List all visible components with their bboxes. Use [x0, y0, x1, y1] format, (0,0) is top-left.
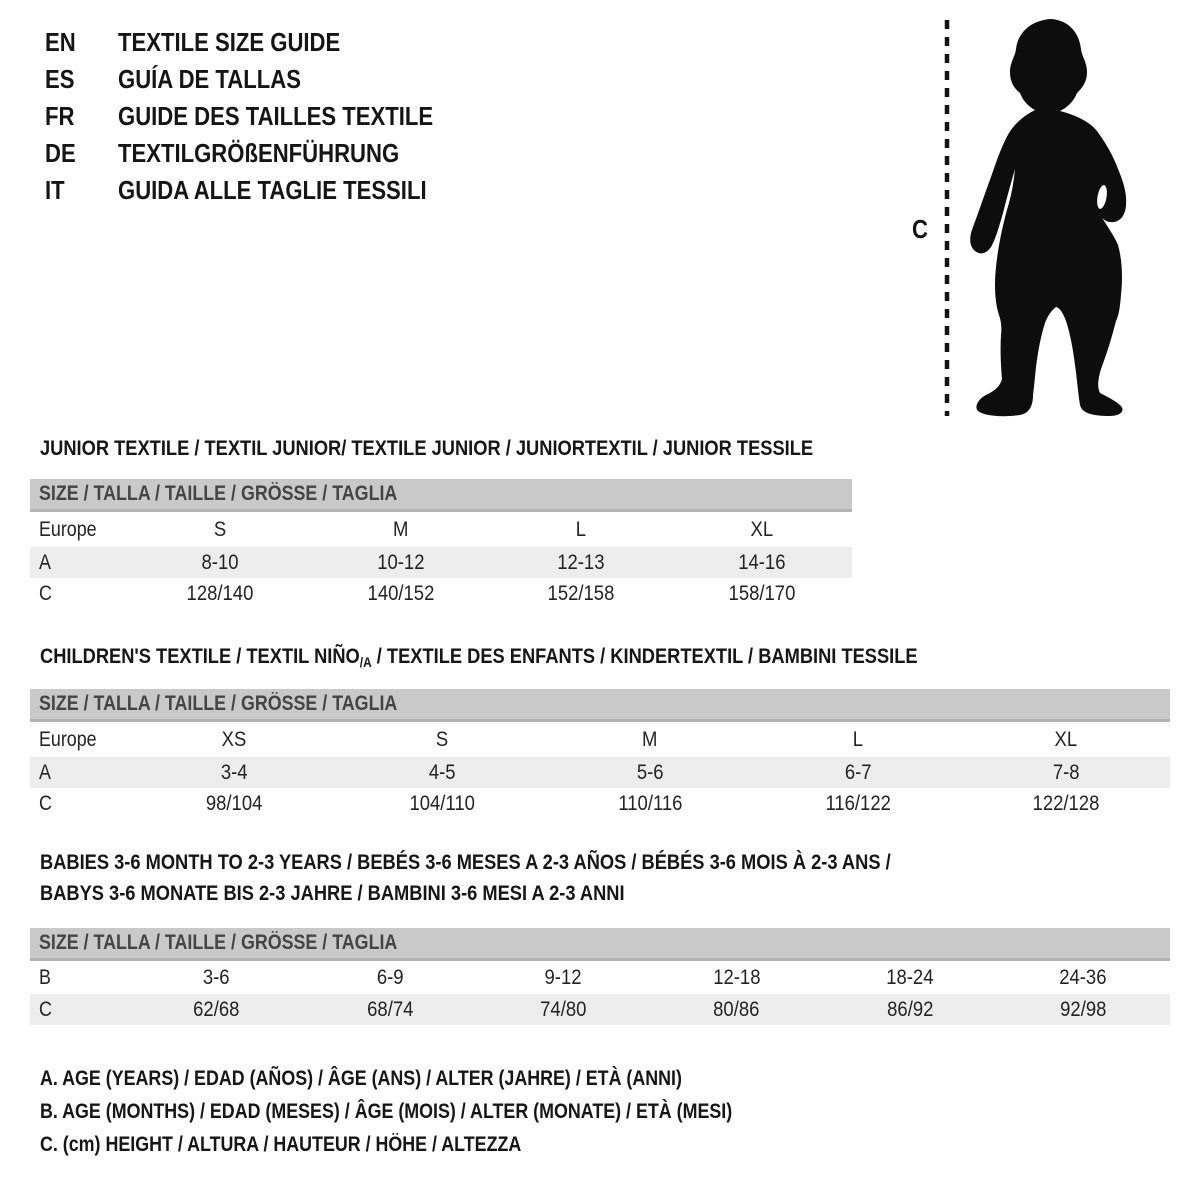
height-cell: 104/110: [409, 791, 475, 815]
children-section-title: CHILDREN'S TEXTILE / TEXTIL NIÑO/A / TEX…: [40, 644, 918, 670]
age-cell: 12-18: [713, 965, 761, 989]
footnote-age-months: B. AGE (MONTHS) / EDAD (MESES) / ÂGE (MO…: [40, 1100, 733, 1123]
language-row-fr: FR GUIDE DES TAILLES TEXTILE: [45, 98, 489, 135]
children-size-table: SIZE / TALLA / TAILLE / GRÖSSE / TAGLIA …: [30, 689, 1170, 819]
language-code: EN: [45, 27, 76, 57]
toddler-silhouette-icon: [970, 19, 1127, 417]
language-row-en: EN TEXTILE SIZE GUIDE: [45, 24, 489, 61]
footnote-height-cm: C. (cm) HEIGHT / ALTURA / HAUTEUR / HÖHE…: [40, 1133, 522, 1156]
region-header-cell: Europe: [39, 727, 97, 751]
language-title-list: EN TEXTILE SIZE GUIDE ES GUÍA DE TALLAS …: [45, 24, 489, 209]
babies-age-row: B 3-6 6-9 9-12 12-18 18-24 24-36: [30, 961, 1170, 994]
age-cell: 7-8: [1052, 760, 1080, 784]
junior-size-header-bar: SIZE / TALLA / TAILLE / GRÖSSE / TAGLIA: [30, 479, 852, 512]
height-cell: 98/104: [205, 791, 263, 815]
junior-size-table: SIZE / TALLA / TAILLE / GRÖSSE / TAGLIA …: [30, 479, 852, 609]
junior-section-title: JUNIOR TEXTILE / TEXTIL JUNIOR/ TEXTILE …: [40, 436, 814, 460]
row-label: C: [39, 581, 52, 605]
guide-title-fr: GUIDE DES TAILLES TEXTILE: [118, 101, 434, 131]
height-measure-label: C: [912, 214, 928, 244]
age-cell: 6-9: [376, 965, 404, 989]
size-header-cell: XS: [221, 727, 247, 751]
height-cell: 140/152: [367, 581, 435, 605]
age-cell: 5-6: [636, 760, 664, 784]
babies-height-row: C 62/68 68/74 74/80 80/86 86/92 92/98: [30, 994, 1170, 1025]
height-dashed-line: [944, 20, 950, 416]
size-header-cell: L: [852, 727, 864, 751]
age-cell: 10-12: [377, 550, 425, 574]
language-row-it: IT GUIDA ALLE TAGLIE TESSILI: [45, 172, 489, 209]
height-cell: 128/140: [186, 581, 254, 605]
guide-title-en: TEXTILE SIZE GUIDE: [118, 27, 341, 57]
guide-title-it: GUIDA ALLE TAGLIE TESSILI: [118, 175, 427, 205]
size-header-cell: S: [435, 727, 449, 751]
language-code: FR: [45, 101, 75, 131]
height-cell: 116/122: [825, 791, 891, 815]
age-cell: 14-16: [738, 550, 786, 574]
age-cell: 6-7: [844, 760, 872, 784]
row-label: A: [39, 760, 51, 784]
size-header-cell: M: [642, 727, 658, 751]
babies-size-header-bar: SIZE / TALLA / TAILLE / GRÖSSE / TAGLIA: [30, 928, 1170, 961]
age-cell: 24-36: [1059, 965, 1107, 989]
age-cell: 8-10: [201, 550, 239, 574]
age-cell: 9-12: [544, 965, 582, 989]
language-code: ES: [45, 64, 75, 94]
size-header-cell: XL: [1054, 727, 1078, 751]
children-age-row: A 3-4 4-5 5-6 6-7 7-8: [30, 757, 1170, 788]
legend-footnotes: A. AGE (YEARS) / EDAD (AÑOS) / ÂGE (ANS)…: [40, 1062, 854, 1161]
age-cell: 3-4: [220, 760, 248, 784]
junior-table: Europe S M L XL A 8-10 10-12 12-13 14-16…: [30, 512, 852, 609]
size-header-cell: L: [576, 517, 587, 541]
size-header-cell: M: [393, 517, 409, 541]
age-cell: 18-24: [886, 965, 934, 989]
language-row-de: DE TEXTILGRÖßENFÜHRUNG: [45, 135, 489, 172]
height-cell: 152/158: [547, 581, 615, 605]
row-label: C: [39, 997, 52, 1021]
height-cell: 74/80: [540, 997, 587, 1021]
row-label: B: [39, 965, 51, 989]
babies-size-table: SIZE / TALLA / TAILLE / GRÖSSE / TAGLIA …: [30, 928, 1170, 1025]
height-cell: 68/74: [366, 997, 414, 1021]
footnote-age-years: A. AGE (YEARS) / EDAD (AÑOS) / ÂGE (ANS)…: [40, 1067, 682, 1090]
language-row-es: ES GUÍA DE TALLAS: [45, 61, 489, 98]
junior-column-header-row: Europe S M L XL: [30, 512, 852, 547]
guide-title-de: TEXTILGRÖßENFÜHRUNG: [118, 138, 400, 168]
height-cell: 62/68: [193, 997, 240, 1021]
size-header-cell: S: [214, 517, 227, 541]
size-header-cell: XL: [750, 517, 774, 541]
height-cell: 92/98: [1060, 997, 1107, 1021]
babies-table: B 3-6 6-9 9-12 12-18 18-24 24-36 C 62/68…: [30, 961, 1170, 1025]
age-cell: 3-6: [203, 965, 231, 989]
age-cell: 12-13: [557, 550, 605, 574]
region-header-cell: Europe: [39, 517, 97, 541]
children-height-row: C 98/104 104/110 110/116 116/122 122/128: [30, 788, 1170, 819]
babies-section-title: BABIES 3-6 MONTH TO 2-3 YEARS / BEBÉS 3-…: [40, 850, 891, 905]
height-cell: 158/170: [728, 581, 796, 605]
children-table: Europe XS S M L XL A 3-4 4-5 5-6 6-7 7-8…: [30, 722, 1170, 819]
junior-height-row: C 128/140 140/152 152/158 158/170: [30, 578, 852, 609]
guide-title-es: GUÍA DE TALLAS: [118, 64, 301, 94]
nino-a-suffix: /A: [359, 654, 372, 670]
height-cell: 110/116: [617, 791, 683, 815]
height-cell: 86/92: [886, 997, 934, 1021]
age-cell: 4-5: [428, 760, 456, 784]
height-cell: 80/86: [713, 997, 760, 1021]
language-code: DE: [45, 138, 76, 168]
height-cell: 122/128: [1032, 791, 1100, 815]
language-code: IT: [45, 175, 65, 205]
junior-age-row: A 8-10 10-12 12-13 14-16: [30, 547, 852, 578]
row-label: A: [39, 550, 51, 574]
children-column-header-row: Europe XS S M L XL: [30, 722, 1170, 757]
children-size-header-bar: SIZE / TALLA / TAILLE / GRÖSSE / TAGLIA: [30, 689, 1170, 722]
row-label: C: [39, 791, 52, 815]
